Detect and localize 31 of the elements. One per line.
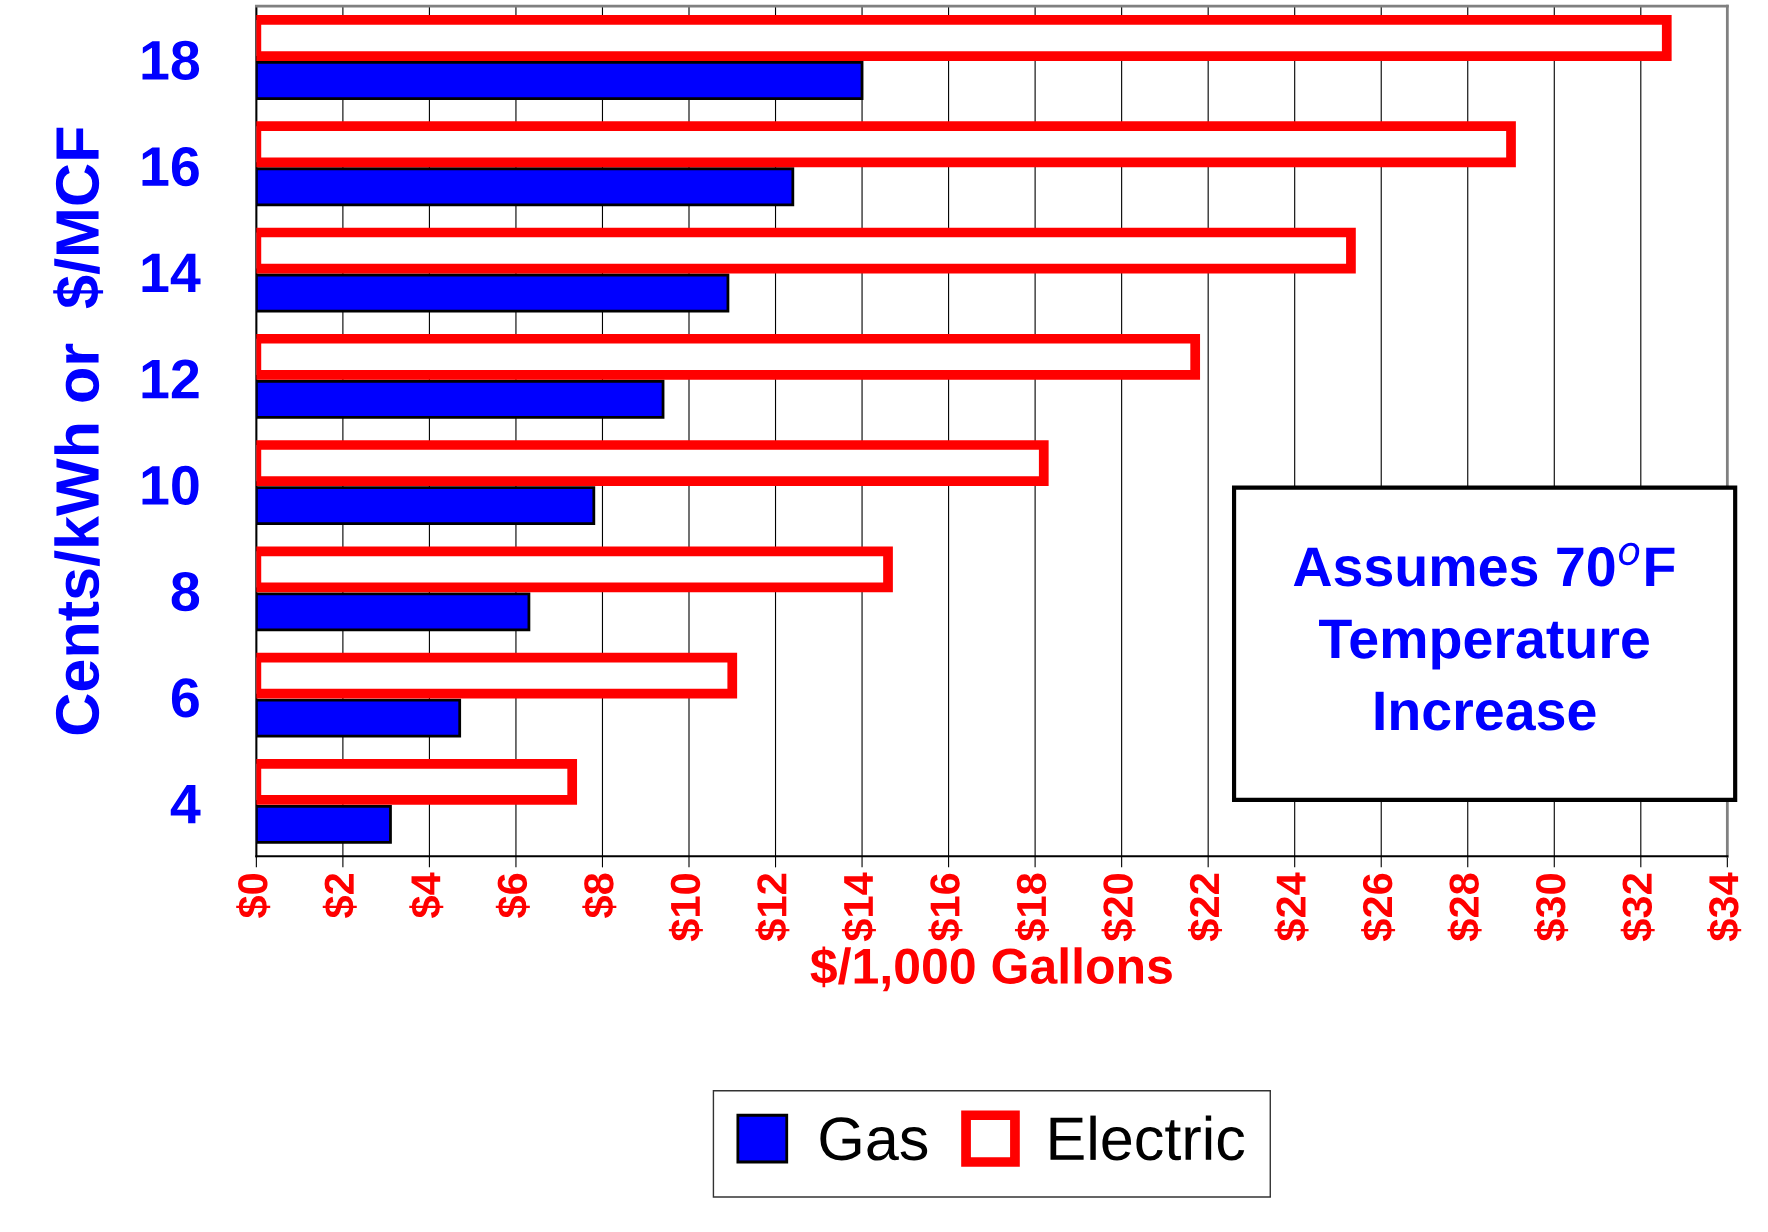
- x-tick-label: $0: [236, 873, 271, 919]
- x-tick-label: $6: [495, 873, 530, 919]
- y-tick-label: 4: [170, 785, 201, 824]
- y-tick-label: 18: [142, 40, 200, 80]
- y-tick-label: 14: [142, 253, 201, 292]
- legend-label: Electric: [1050, 1115, 1245, 1161]
- x-tick-label: $2: [322, 873, 357, 919]
- y-tick-label: 16: [142, 146, 199, 187]
- x-tick-label: $30: [1534, 873, 1569, 942]
- x-tick-label: $10: [668, 873, 703, 942]
- x-tick-label: $14: [841, 872, 876, 942]
- y-tick-label: 12: [142, 359, 199, 399]
- y-tick-label: 8: [171, 571, 200, 612]
- y-axis-title: Cents/kWh or $/MCF: [53, 127, 104, 735]
- x-tick-label: $32: [1620, 873, 1655, 942]
- x-tick-label: $20: [1101, 873, 1136, 942]
- x-tick-label: $16: [928, 873, 963, 942]
- y-tick-label: 6: [171, 678, 199, 718]
- x-tick-label: $34: [1707, 872, 1742, 942]
- x-tick-label: $22: [1188, 873, 1223, 942]
- x-axis-title: $/1,000 Gallons: [810, 946, 1172, 992]
- x-tick-label: $4: [409, 872, 444, 919]
- x-tick-label: $28: [1447, 873, 1482, 942]
- x-tick-label: $26: [1361, 873, 1396, 942]
- x-tick-label: $12: [755, 873, 790, 942]
- x-tick-label: $24: [1274, 872, 1309, 942]
- legend-label: Gas: [820, 1117, 928, 1161]
- y-tick-label: 10: [142, 465, 199, 506]
- annotation: Assumes 70$^{o}$F Temperature Increase: [1293, 542, 1675, 731]
- x-tick-label: $18: [1014, 873, 1049, 942]
- x-tick-label: $8: [582, 873, 617, 919]
